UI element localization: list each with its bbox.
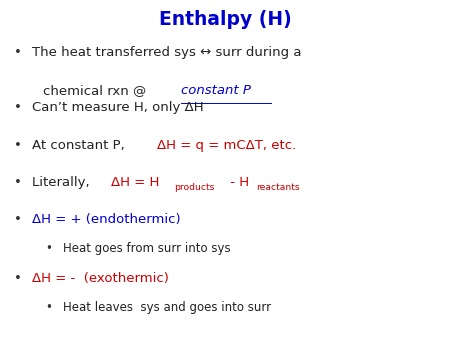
Text: The heat transferred sys ↔ surr during a: The heat transferred sys ↔ surr during a: [32, 46, 301, 58]
Text: Can’t measure H, only ΔH: Can’t measure H, only ΔH: [32, 101, 203, 114]
Text: ΔH = + (endothermic): ΔH = + (endothermic): [32, 213, 180, 226]
Text: •: •: [45, 242, 52, 255]
Text: chemical rxn @: chemical rxn @: [43, 84, 150, 97]
Text: •: •: [45, 301, 52, 314]
Text: Heat leaves  sys and goes into surr: Heat leaves sys and goes into surr: [63, 301, 271, 314]
Text: Enthalpy (H): Enthalpy (H): [158, 10, 292, 29]
Text: •: •: [14, 46, 22, 58]
Text: •: •: [14, 176, 22, 189]
Text: •: •: [14, 139, 22, 151]
Text: ΔH = H: ΔH = H: [111, 176, 160, 189]
Text: constant P: constant P: [181, 84, 251, 97]
Text: ΔH = q = mCΔT, etc.: ΔH = q = mCΔT, etc.: [157, 139, 296, 151]
Text: At constant P,: At constant P,: [32, 139, 129, 151]
Text: ΔH = -  (exothermic): ΔH = - (exothermic): [32, 272, 168, 285]
Text: •: •: [14, 101, 22, 114]
Text: Literally,: Literally,: [32, 176, 94, 189]
Text: reactants: reactants: [256, 183, 300, 192]
Text: •: •: [14, 272, 22, 285]
Text: products: products: [174, 183, 214, 192]
Text: •: •: [14, 213, 22, 226]
Text: Heat goes from surr into sys: Heat goes from surr into sys: [63, 242, 230, 255]
Text: - H: - H: [226, 176, 249, 189]
